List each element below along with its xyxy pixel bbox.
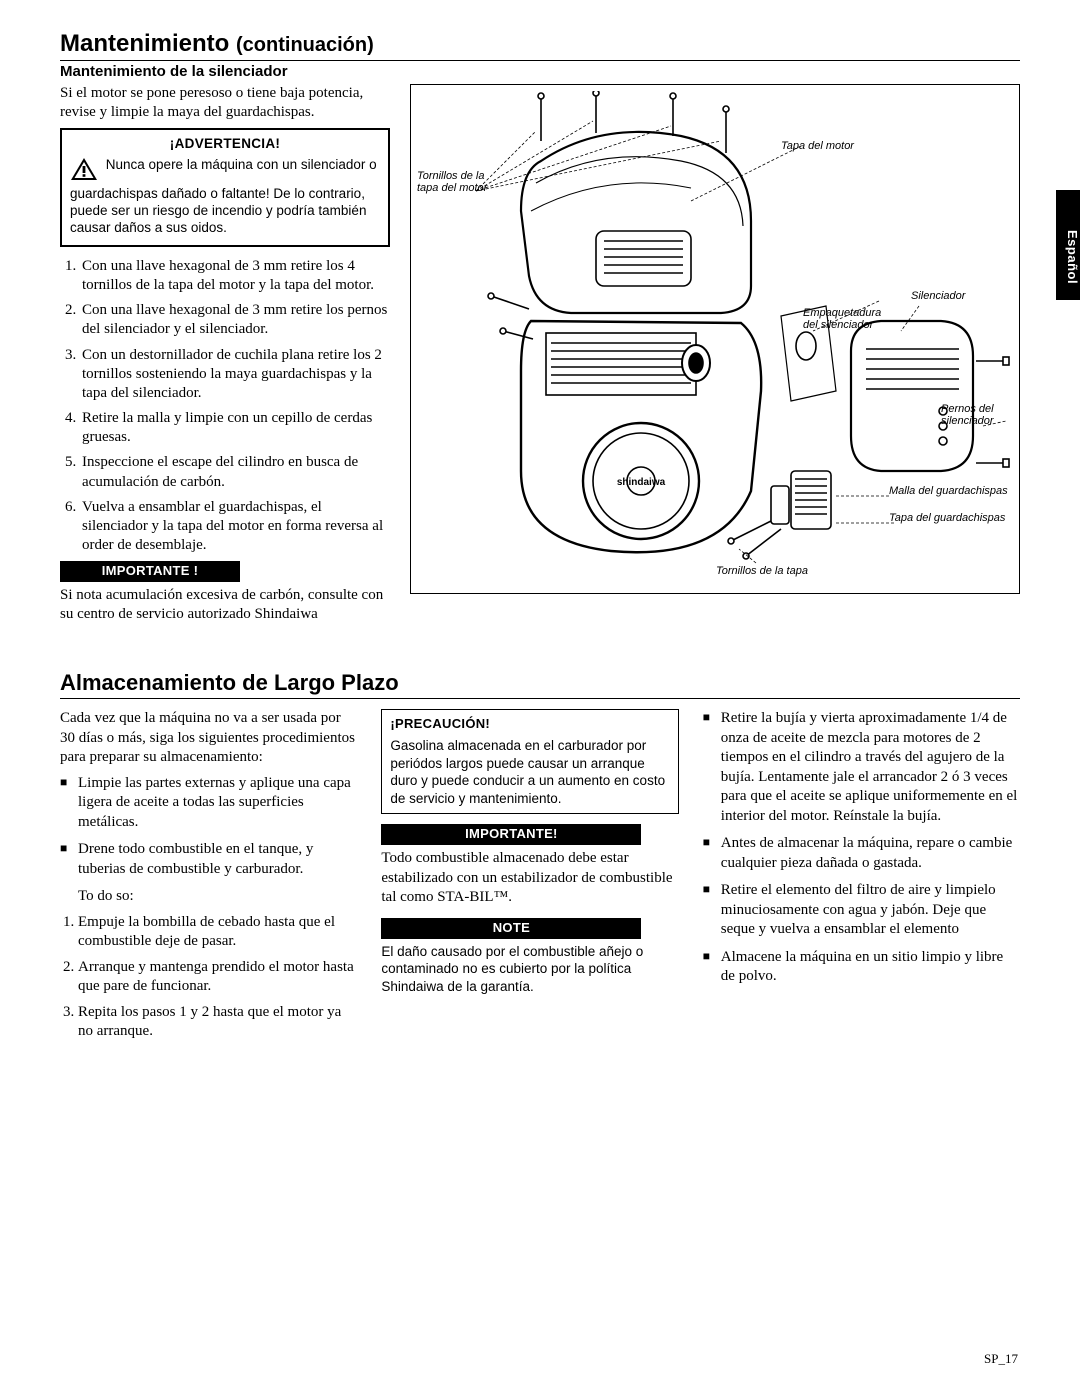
label-malla: Malla del guardachispas <box>889 485 1008 497</box>
label-tornillos-tapa-motor: Tornillos de la tapa del motor <box>417 170 497 194</box>
importante-label-2: IMPORTANTE! <box>381 824 641 845</box>
step-2: Con una llave hexagonal de 3 mm retire l… <box>80 301 390 339</box>
storage-intro: Cada vez que la máquina no va a ser usad… <box>60 709 357 768</box>
step-4: Retire la malla y limpie con un cepillo … <box>80 409 390 447</box>
warning-title: ¡ADVERTENCIA! <box>70 136 380 153</box>
warning-box: ¡ADVERTENCIA! Nunca opere la máquina con… <box>60 128 390 246</box>
precaution-box: ¡PRECAUCIÓN! Gasolina almacenada en el c… <box>381 709 678 814</box>
label-tapa-motor: Tapa del motor <box>781 140 854 152</box>
label-tornillos-tapa: Tornillos de la tapa <box>716 565 808 577</box>
storage-c3-b4: Almacene la máquina en un sitio limpio y… <box>703 948 1020 987</box>
label-empaquetadura: Empaquetadura del silenciador <box>803 307 893 331</box>
storage-col-1: Cada vez que la máquina no va a ser usad… <box>60 709 357 1048</box>
label-silenciador: Silenciador <box>911 290 965 302</box>
storage-col-3: Retire la bujía y vierta aproximadamente… <box>703 709 1020 1048</box>
importante-body-2: Todo combustible almacenado debe estar e… <box>381 849 678 908</box>
warning-body: Nunca opere la máquina con un silenciado… <box>70 157 377 235</box>
note-label: NOTE <box>381 918 641 939</box>
title-cont: (continuación) <box>236 34 374 56</box>
note-body: El daño causado por el combustible añejo… <box>381 943 678 996</box>
step-1: Con una llave hexagonal de 3 mm retire l… <box>80 257 390 295</box>
step-3: Con un destornillador de cuchila plana r… <box>80 346 390 404</box>
warning-triangle-icon <box>70 157 98 186</box>
step-5: Inspeccione el escape del cilindro en bu… <box>80 453 390 491</box>
storage-n1: Empuje la bombilla de cebado hasta que e… <box>78 913 357 952</box>
precaution-body: Gasolina almacenada en el carburador por… <box>390 737 669 807</box>
storage-col-2: ¡PRECAUCIÓN! Gasolina almacenada en el c… <box>381 709 678 1048</box>
step-6: Vuelva a ensamblar el guardachispas, el … <box>80 498 390 556</box>
storage-b2: Drene todo combustible en el tanque, y t… <box>60 840 357 879</box>
todo-label: To do so: <box>60 887 357 907</box>
storage-n2: Arranque y mantenga prendido el motor ha… <box>78 958 357 997</box>
intro-paragraph: Si el motor se pone peresoso o tiene baj… <box>60 84 390 122</box>
importante-body-1: Si nota acumulación excesiva de carbón, … <box>60 586 390 624</box>
svg-text:shindaiwa: shindaiwa <box>617 477 666 488</box>
engine-diagram: shindaiwa <box>410 84 1020 594</box>
label-tapa-guarda: Tapa del guardachispas <box>889 512 1005 524</box>
storage-c3-b3: Retire el elemento del filtro de aire y … <box>703 881 1020 940</box>
page-number: SP_17 <box>984 1351 1018 1367</box>
storage-c3-b1: Retire la bujía y vierta aproximadamente… <box>703 709 1020 826</box>
label-pernos: Pernos del silenciador <box>941 403 1011 427</box>
precaution-title: ¡PRECAUCIÓN! <box>390 716 669 733</box>
title-main: Mantenimiento <box>60 30 229 57</box>
page-title: Mantenimiento (continuación) <box>60 30 1020 58</box>
section2-title: Almacenamiento de Largo Plazo <box>60 670 1020 699</box>
storage-numbered: Empuje la bombilla de cebado hasta que e… <box>60 913 357 1042</box>
importante-label-1: IMPORTANTE ! <box>60 561 240 582</box>
subhead: Mantenimiento de la silenciador <box>60 60 1020 80</box>
storage-c3-b2: Antes de almacenar la máquina, repare o … <box>703 834 1020 873</box>
page: Mantenimiento (continuación) Mantenimien… <box>0 0 1080 1078</box>
muffler-text-column: Si el motor se pone peresoso o tiene baj… <box>60 84 390 630</box>
storage-b1: Limpie las partes externas y aplique una… <box>60 774 357 833</box>
storage-n3: Repita los pasos 1 y 2 hasta que el moto… <box>78 1003 357 1042</box>
maintenance-steps: Con una llave hexagonal de 3 mm retire l… <box>60 257 390 556</box>
